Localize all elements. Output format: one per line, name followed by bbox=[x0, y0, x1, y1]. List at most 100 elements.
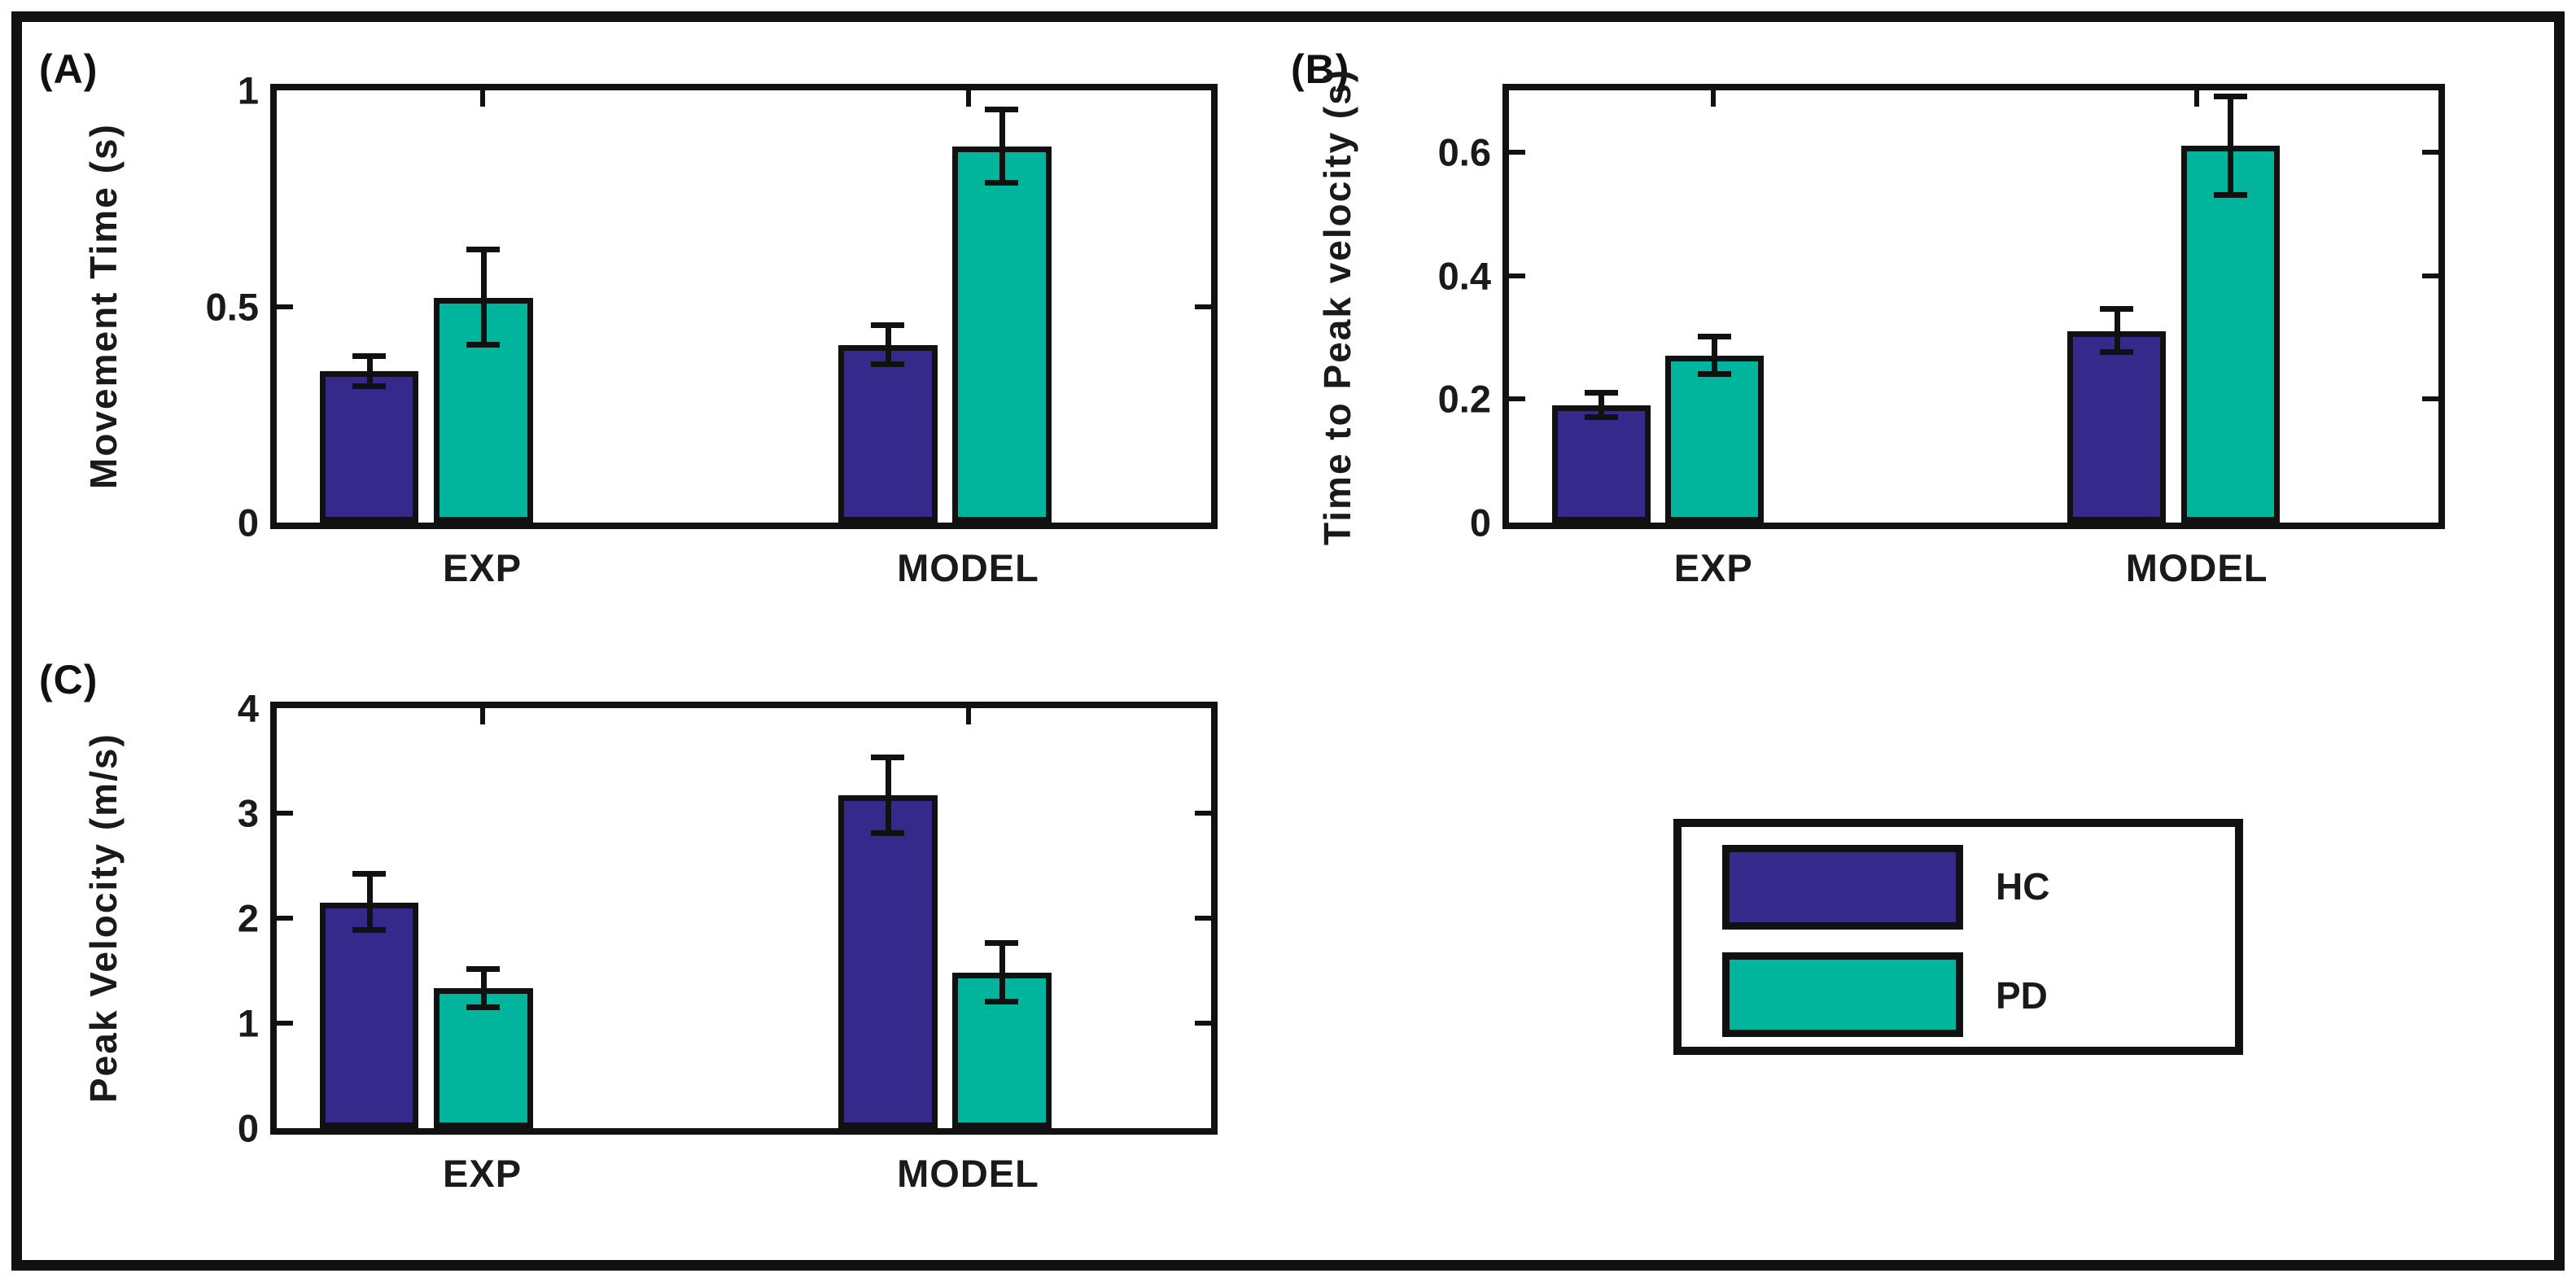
error-bar-cap bbox=[985, 939, 1019, 946]
bar-pd-exp bbox=[433, 988, 533, 1128]
error-bar-whisker bbox=[2228, 96, 2234, 195]
bar-hc-exp bbox=[1551, 405, 1651, 523]
y-tick-label: 0.6 bbox=[1437, 130, 1491, 174]
error-bar-whisker bbox=[1599, 392, 1605, 418]
y-tick-mark bbox=[1509, 396, 1525, 402]
error-bar-cap bbox=[985, 106, 1019, 112]
error-bar-whisker bbox=[480, 969, 487, 1008]
error-bar-whisker bbox=[366, 873, 373, 931]
y-tick-label: 0 bbox=[237, 1106, 259, 1150]
x-category-label-exp: EXP bbox=[443, 546, 523, 589]
error-bar-cap bbox=[352, 352, 387, 359]
error-bar-cap bbox=[352, 927, 387, 934]
y-tick-mark bbox=[1195, 811, 1211, 816]
y-tick-label: 0 bbox=[1469, 501, 1491, 545]
panel-label-c: (C) bbox=[39, 657, 98, 702]
bar-hc-exp bbox=[319, 371, 419, 523]
y-tick-label: 1 bbox=[237, 68, 259, 112]
error-bar-cap bbox=[871, 829, 905, 836]
legend-swatch-hc bbox=[1722, 845, 1963, 930]
y-tick-mark bbox=[277, 916, 293, 921]
y-tick-mark bbox=[277, 1021, 293, 1026]
y-tick-mark bbox=[1195, 916, 1211, 921]
error-bar-cap bbox=[985, 999, 1019, 1005]
error-bar-cap bbox=[352, 383, 387, 389]
x-tick-mark bbox=[965, 708, 971, 724]
x-category-label-exp: EXP bbox=[1673, 546, 1753, 589]
y-tick-mark bbox=[1509, 273, 1525, 278]
panel-label-a: (A) bbox=[39, 46, 98, 92]
y-tick-mark bbox=[2422, 273, 2438, 278]
y-tick-label: 2 bbox=[237, 896, 259, 940]
y-tick-mark bbox=[277, 811, 293, 816]
error-bar-cap bbox=[2213, 191, 2247, 198]
x-tick-mark bbox=[1711, 90, 1717, 107]
x-tick-mark bbox=[479, 708, 485, 724]
error-bar-cap bbox=[2100, 306, 2134, 313]
error-bar-cap bbox=[466, 1004, 501, 1010]
x-tick-mark bbox=[479, 90, 485, 107]
error-bar-cap bbox=[1584, 414, 1618, 421]
x-tick-mark bbox=[2194, 90, 2200, 107]
error-bar-whisker bbox=[999, 943, 1005, 1003]
y-tick-mark bbox=[1509, 149, 1525, 155]
x-category-label-model: MODEL bbox=[897, 546, 1039, 589]
y-tick-label: 0 bbox=[237, 501, 259, 545]
error-bar-cap bbox=[985, 180, 1019, 186]
error-bar-whisker bbox=[885, 757, 891, 834]
bar-pd-model bbox=[2180, 146, 2280, 523]
error-bar-cap bbox=[2213, 93, 2247, 99]
bar-hc-model bbox=[2067, 330, 2167, 523]
error-bar-cap bbox=[466, 966, 501, 973]
y-tick-mark bbox=[2422, 396, 2438, 402]
bar-hc-exp bbox=[319, 902, 419, 1128]
error-bar-cap bbox=[466, 247, 501, 253]
bar-pd-exp bbox=[1664, 356, 1764, 523]
plot-area-c: 0 1 2 3 4 EXP MODEL bbox=[238, 689, 1218, 1195]
y-tick-label: 0.4 bbox=[1437, 254, 1491, 298]
bar-pd-model bbox=[952, 973, 1052, 1128]
error-bar-cap bbox=[352, 870, 387, 877]
bar-hc-model bbox=[838, 795, 938, 1128]
error-bar-whisker bbox=[885, 326, 891, 365]
bar-hc-model bbox=[838, 345, 938, 523]
x-tick-mark bbox=[965, 90, 971, 107]
x-category-label-model: MODEL bbox=[897, 1152, 1039, 1195]
y-axis-label-movement-time: Movement Time (s) bbox=[82, 123, 125, 490]
error-bar-cap bbox=[1697, 370, 1731, 377]
error-bar-cap bbox=[871, 361, 905, 368]
plot-area-b: 0 0.2 0.4 0.6 EXP MODEL bbox=[1438, 84, 2445, 589]
legend-box: HC PD bbox=[1673, 819, 2243, 1055]
legend-label-hc: HC bbox=[1996, 865, 2050, 908]
error-bar-cap bbox=[871, 322, 905, 329]
y-tick-mark bbox=[1195, 304, 1211, 309]
error-bar-whisker bbox=[1712, 337, 1718, 374]
x-category-label-exp: EXP bbox=[443, 1152, 523, 1195]
y-tick-label: 0.2 bbox=[1437, 377, 1491, 421]
error-bar-cap bbox=[1584, 389, 1618, 396]
x-category-label-model: MODEL bbox=[2125, 546, 2268, 589]
y-tick-label: 1 bbox=[237, 1001, 259, 1045]
y-tick-label: 0.5 bbox=[205, 285, 259, 328]
legend-swatch-pd bbox=[1722, 952, 1963, 1037]
y-tick-mark bbox=[1195, 1021, 1211, 1026]
y-tick-label: 4 bbox=[237, 686, 259, 730]
plot-area-a: 0 0.5 1 EXP MODEL bbox=[206, 72, 1218, 589]
y-tick-mark bbox=[277, 304, 293, 309]
y-tick-label: 3 bbox=[237, 791, 259, 835]
error-bar-whisker bbox=[2114, 309, 2120, 353]
error-bar-cap bbox=[1697, 334, 1731, 340]
error-bar-whisker bbox=[480, 250, 487, 346]
error-bar-whisker bbox=[999, 109, 1005, 184]
error-bar-whisker bbox=[366, 356, 373, 387]
error-bar-cap bbox=[466, 342, 501, 348]
y-axis-label-time-to-peak-velocity: Time to Peak velocity (s) bbox=[1316, 68, 1358, 545]
y-tick-mark bbox=[2422, 149, 2438, 155]
error-bar-cap bbox=[871, 754, 905, 760]
error-bar-cap bbox=[2100, 349, 2134, 356]
legend-label-pd: PD bbox=[1996, 974, 2048, 1017]
panel-label-b: (B) bbox=[1291, 46, 1350, 92]
y-axis-label-peak-velocity: Peak Velocity (m/s) bbox=[82, 733, 125, 1104]
bar-pd-model bbox=[952, 147, 1052, 523]
